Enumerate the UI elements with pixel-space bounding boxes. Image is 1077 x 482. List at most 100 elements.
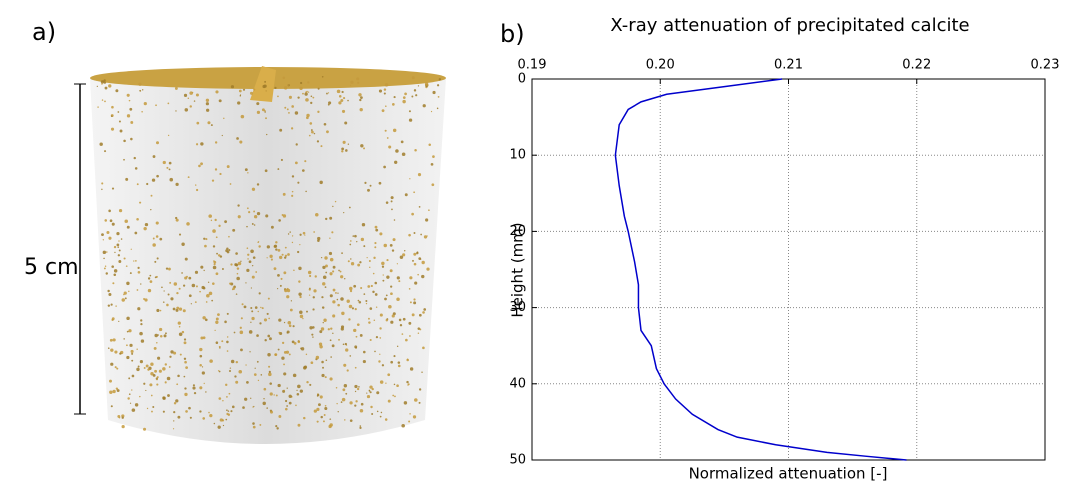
- speckle: [144, 222, 149, 227]
- speckle: [305, 98, 309, 102]
- speckle: [249, 91, 254, 95]
- speckle: [108, 293, 112, 297]
- speckle: [288, 394, 292, 398]
- speckle: [422, 346, 425, 350]
- speckle: [131, 374, 135, 378]
- speckle: [341, 311, 345, 316]
- speckle: [137, 270, 141, 274]
- speckle: [257, 310, 259, 313]
- speckle: [332, 300, 336, 304]
- speckle: [237, 204, 240, 207]
- speckle: [332, 288, 336, 292]
- speckle: [143, 297, 146, 301]
- speckle: [183, 284, 186, 287]
- speckle: [370, 284, 373, 288]
- speckle: [286, 287, 289, 290]
- speckle: [188, 406, 191, 410]
- speckle: [276, 427, 279, 430]
- speckle: [402, 99, 406, 104]
- speckle: [167, 134, 170, 137]
- speckle: [331, 344, 335, 348]
- speckle: [245, 364, 247, 366]
- speckle: [340, 275, 344, 279]
- speckle: [348, 304, 353, 309]
- speckle: [406, 380, 409, 384]
- panel-label: b): [500, 20, 525, 48]
- speckle: [103, 81, 107, 84]
- speckle: [143, 367, 146, 369]
- speckle: [244, 397, 248, 401]
- speckle: [270, 225, 274, 229]
- speckle: [379, 327, 382, 330]
- speckle: [137, 307, 141, 311]
- speckle: [383, 165, 386, 169]
- speckle: [340, 401, 343, 403]
- speckle: [291, 194, 294, 197]
- speckle: [275, 425, 278, 428]
- speckle: [283, 363, 285, 366]
- speckle: [300, 347, 305, 351]
- speckle: [195, 188, 199, 192]
- speckle: [151, 410, 153, 413]
- speckle: [418, 401, 421, 404]
- speckle: [266, 245, 270, 249]
- speckle: [248, 330, 253, 334]
- speckle: [173, 282, 178, 286]
- speckle: [284, 256, 287, 259]
- speckle: [114, 251, 116, 254]
- y-axis-label: Height (mm): [509, 222, 527, 317]
- speckle: [409, 367, 414, 371]
- speckle: [226, 396, 228, 398]
- speckle: [133, 156, 136, 160]
- speckle: [223, 117, 225, 120]
- speckle: [147, 368, 150, 371]
- speckle: [194, 301, 197, 304]
- y-tick-label: 10: [509, 148, 526, 163]
- speckle: [210, 124, 213, 127]
- speckle: [207, 281, 210, 283]
- speckle: [392, 103, 395, 106]
- speckle: [344, 342, 347, 346]
- speckle: [287, 320, 292, 325]
- speckle: [385, 319, 389, 322]
- speckle: [154, 260, 157, 263]
- speckle: [243, 305, 247, 309]
- speckle: [287, 84, 289, 86]
- speckle: [308, 288, 311, 291]
- speckle: [311, 333, 314, 336]
- speckle: [325, 271, 328, 274]
- speckle: [330, 327, 333, 330]
- speckle: [263, 318, 268, 322]
- speckle: [201, 366, 204, 368]
- speckle: [123, 338, 125, 340]
- speckle: [191, 283, 196, 288]
- speckle: [176, 383, 179, 386]
- speckle: [111, 187, 115, 190]
- speckle: [306, 113, 310, 118]
- speckle: [195, 143, 199, 146]
- speckle: [349, 401, 353, 405]
- speckle: [281, 214, 284, 216]
- speckle: [275, 248, 278, 251]
- speckle: [246, 381, 249, 384]
- speckle: [288, 95, 292, 99]
- speckle: [176, 291, 179, 295]
- speckle: [316, 407, 320, 411]
- speckle: [224, 220, 228, 224]
- speckle: [226, 312, 229, 315]
- speckle: [360, 286, 363, 290]
- speckle: [101, 233, 104, 237]
- speckle: [221, 268, 224, 270]
- speckle: [157, 356, 161, 360]
- x-tick-label: 0.23: [1031, 58, 1060, 73]
- speckle: [337, 411, 339, 413]
- speckle: [177, 374, 180, 378]
- speckle: [126, 344, 128, 347]
- speckle: [309, 326, 313, 330]
- speckle: [360, 402, 364, 406]
- speckle: [294, 111, 299, 115]
- speckle: [290, 300, 293, 302]
- speckle: [214, 141, 218, 144]
- speckle: [309, 274, 312, 278]
- speckle: [369, 391, 372, 394]
